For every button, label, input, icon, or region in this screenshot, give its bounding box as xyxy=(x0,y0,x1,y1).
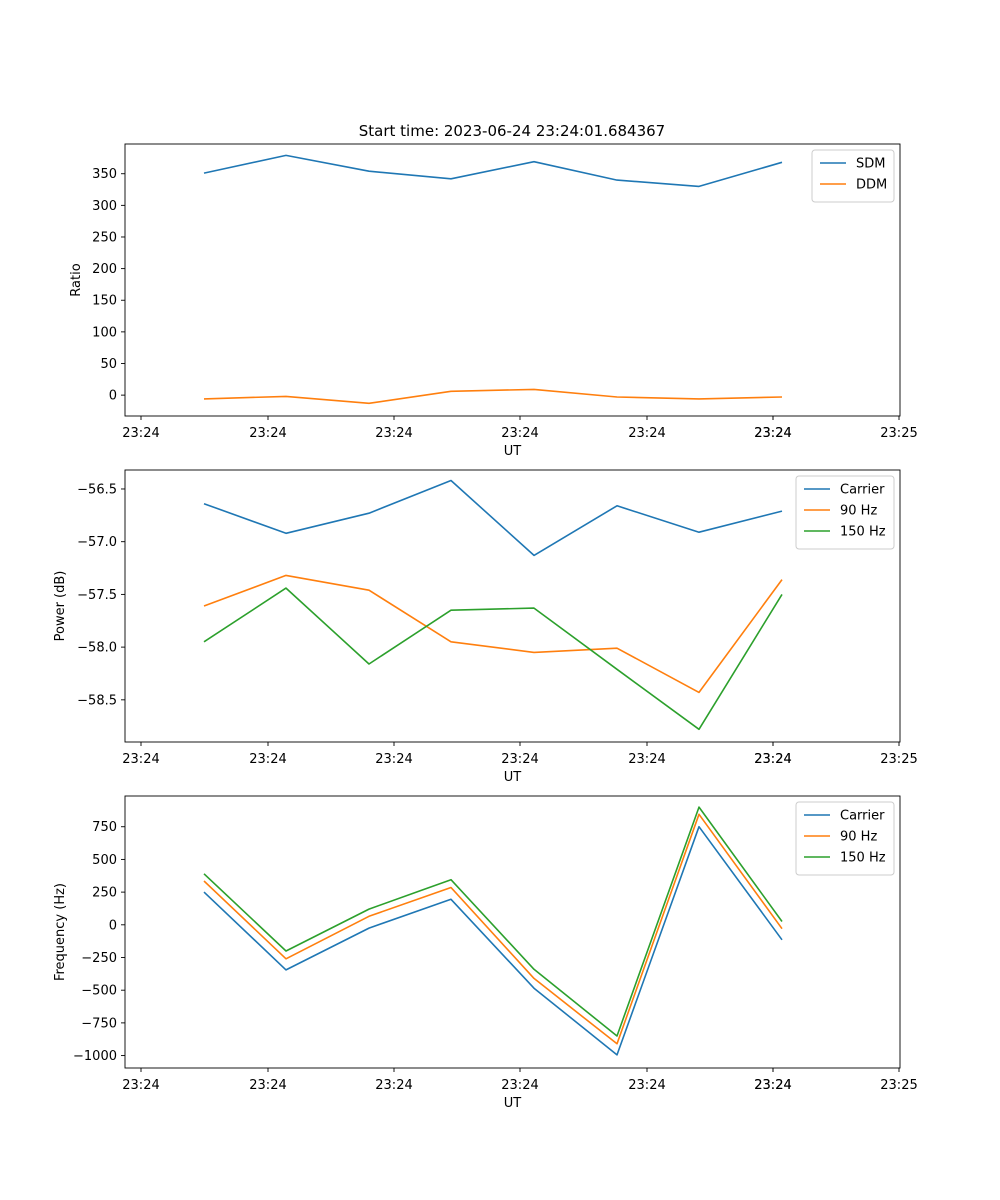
x-tick-label: 23:24 xyxy=(249,1078,286,1093)
y-tick-label: 0 xyxy=(109,918,117,933)
x-tick-label: 23:24 xyxy=(501,426,538,441)
axes-frame xyxy=(124,795,901,1069)
legend-label: 150 Hz xyxy=(840,851,886,866)
y-tick-label: −250 xyxy=(81,951,117,966)
legend-label: 150 Hz xyxy=(840,525,886,540)
x-tick-label: 23:25 xyxy=(880,1078,917,1093)
y-tick-label: 300 xyxy=(92,199,117,214)
x-axis-label: UT xyxy=(504,1096,522,1111)
series-line-ddm xyxy=(203,388,783,405)
chart-2: −58.5 −58.0 −57.5 −57.0 −56.5 23:24 23:24 23:24… xyxy=(53,469,918,785)
legend-label: 90 Hz xyxy=(840,830,877,845)
legend-label: Carrier xyxy=(840,809,885,824)
y-tick-label: −57.5 xyxy=(77,588,117,603)
y-tick-label: 500 xyxy=(92,853,117,868)
chart-1: 0 50 100 150 200 250 300 350 23:24 23:24 23:24 23:2… xyxy=(69,143,918,459)
x-tick-label: 23:24 xyxy=(122,752,159,767)
y-tick-label: −58.5 xyxy=(77,693,117,708)
x-axis-label: UT xyxy=(504,770,522,785)
series-line-90-hz xyxy=(203,813,783,1045)
y-axis-label: Frequency (Hz) xyxy=(53,883,68,981)
x-tick-label: 23:24 xyxy=(754,426,791,441)
y-tick-label: 0 xyxy=(109,389,117,404)
y-tick-label: 200 xyxy=(92,262,117,277)
y-tick-label: 50 xyxy=(100,357,117,372)
y-tick-label: 750 xyxy=(92,820,117,835)
legend-label: Carrier xyxy=(840,483,885,498)
legend: SDM DDM xyxy=(811,149,895,203)
y-tick-label: 100 xyxy=(92,325,117,340)
y-tick-label: −500 xyxy=(81,984,117,999)
x-tick-label: 23:24 xyxy=(122,426,159,441)
series-line-150-hz xyxy=(203,587,783,731)
x-tick-label: 23:24 xyxy=(249,752,286,767)
x-axis-label: UT xyxy=(504,444,522,459)
y-tick-label: −57.0 xyxy=(77,535,117,550)
axes-frame xyxy=(124,469,901,743)
y-tick-label: −56.5 xyxy=(77,482,117,497)
series-line-carrier xyxy=(203,479,783,557)
chart-3: −1000 −750 −500 −250 0 250 500 750 23:24 23:24 23:… xyxy=(53,795,918,1111)
x-tick-label: 23:24 xyxy=(754,752,791,767)
legend: Carrier 90 Hz 150 Hz xyxy=(795,801,895,876)
x-tick-label: 23:25 xyxy=(880,426,917,441)
y-axis-label: Power (dB) xyxy=(53,571,68,642)
legend-label: SDM xyxy=(856,157,885,172)
y-tick-label: −58.0 xyxy=(77,641,117,656)
x-tick-label: 23:24 xyxy=(375,752,412,767)
y-tick-label: 250 xyxy=(92,230,117,245)
x-tick-label: 23:25 xyxy=(880,752,917,767)
series-line-carrier xyxy=(203,825,783,1056)
x-tick-label: 23:24 xyxy=(249,426,286,441)
x-tick-label: 23:24 xyxy=(628,1078,665,1093)
x-tick-label: 23:24 xyxy=(754,1078,791,1093)
x-tick-label: 23:24 xyxy=(754,752,791,767)
y-tick-label: 250 xyxy=(92,886,117,901)
x-tick-label: 23:24 xyxy=(122,1078,159,1093)
y-axis-label: Ratio xyxy=(69,263,84,296)
series-line-90-hz xyxy=(203,574,783,694)
x-tick-label: 23:24 xyxy=(754,426,791,441)
figure-title: Start time: 2023-06-24 23:24:01.684367 xyxy=(359,122,665,140)
x-tick-label: 23:24 xyxy=(754,1078,791,1093)
series-line-sdm xyxy=(203,154,783,188)
x-tick-label: 23:24 xyxy=(501,752,538,767)
series-line-150-hz xyxy=(203,806,783,1037)
x-tick-label: 23:24 xyxy=(628,752,665,767)
y-tick-label: −750 xyxy=(81,1016,117,1031)
x-tick-label: 23:24 xyxy=(375,426,412,441)
legend: Carrier 90 Hz 150 Hz xyxy=(795,475,895,550)
legend-label: 90 Hz xyxy=(840,504,877,519)
y-tick-label: 150 xyxy=(92,294,117,309)
y-tick-label: −1000 xyxy=(73,1049,117,1064)
legend-label: DDM xyxy=(856,178,887,193)
y-tick-label: 350 xyxy=(92,167,117,182)
x-tick-label: 23:24 xyxy=(501,1078,538,1093)
x-tick-label: 23:24 xyxy=(375,1078,412,1093)
axes-frame xyxy=(124,143,901,417)
x-tick-label: 23:24 xyxy=(628,426,665,441)
charts: 0 50 100 150 200 250 300 350 23:24 23:24 23:24 23:2… xyxy=(53,143,918,1111)
